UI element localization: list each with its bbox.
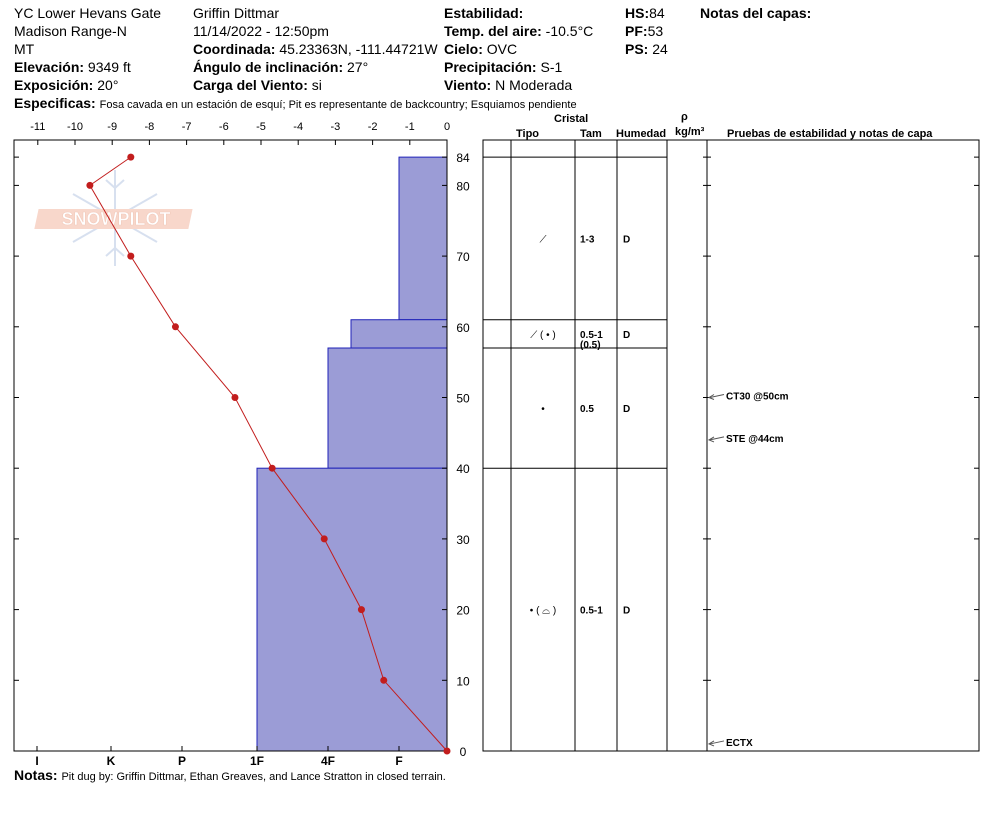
pf: PF:53 [625, 23, 664, 39]
temperature-point [86, 181, 94, 189]
temperature-point [268, 464, 276, 472]
hardness-bar [350, 319, 448, 349]
temp-tick-label: -5 [256, 121, 266, 133]
test-arrow [709, 394, 725, 398]
crystal-type: ⟋ ( • ) [530, 330, 556, 341]
temperature-point [357, 606, 365, 614]
precipitation: Precipitación: S-1 [444, 59, 563, 75]
ps: PS: 24 [625, 41, 668, 57]
stability-test: STE @44cm [726, 434, 784, 445]
hs: HS:84 [625, 5, 665, 21]
range: Madison Range-N [14, 23, 127, 39]
chart-frame [13, 139, 448, 752]
moisture-value: D [623, 404, 630, 415]
aspect: Exposición: 20° [14, 77, 119, 93]
temperature-point [380, 676, 388, 684]
specifics: Especificas: Fosa cavada en un estación … [14, 95, 577, 111]
crystal-size: 1-3 [580, 234, 595, 245]
watermark-text: SNOWPILOT [62, 209, 171, 229]
type-header: Tipo [516, 128, 540, 140]
test-arrow [709, 436, 725, 441]
height-tick-label: 50 [456, 392, 470, 406]
moisture-header: Humedad [616, 128, 667, 140]
crystal-size: 0.5 [580, 404, 594, 415]
crystal-type: ⟋ [540, 234, 547, 245]
hardness-bar [327, 347, 448, 469]
hardness-tick-label: I [35, 754, 38, 768]
test-arrow-head [707, 740, 715, 747]
height-tick-label: 80 [456, 179, 470, 193]
height-tick-label: 0 [460, 745, 467, 759]
crystal-header: Cristal [554, 113, 589, 125]
height-tick-label: 10 [456, 674, 470, 688]
height-tick-label: 40 [456, 462, 470, 476]
test-arrow [709, 740, 725, 745]
state: MT [14, 41, 35, 57]
notes: Notas: Pit dug by: Griffin Dittmar, Etha… [14, 767, 446, 783]
air-temp: Temp. del aire: -10.5°C [444, 23, 594, 39]
hardness-tick-label: F [395, 754, 402, 768]
hardness-tick-label: K [107, 754, 116, 768]
temperature-point [443, 747, 451, 755]
layer-notes-label: Notas del capas: [700, 5, 812, 21]
temp-tick-label: -8 [145, 121, 155, 133]
temp-tick-label: -11 [30, 121, 45, 133]
size-header: Tam [580, 128, 602, 140]
slope-angle: Ángulo de inclinación: 27° [193, 59, 369, 75]
temperature-point [171, 323, 179, 331]
height-tick-label: 70 [456, 250, 470, 264]
temperature-line [89, 156, 448, 752]
temp-tick-label: -9 [107, 121, 117, 133]
density-unit: kg/m³ [675, 126, 705, 138]
temperature-point [231, 394, 239, 401]
table-frame [482, 139, 980, 752]
temp-tick-label: 0 [444, 121, 450, 133]
temp-tick-label: -1 [405, 121, 415, 133]
hardness-tick-label: 4F [321, 754, 335, 768]
tests-header: Pruebas de estabilidad y notas de capa [727, 128, 933, 140]
temperature-point [320, 535, 328, 543]
temperature-point [127, 252, 135, 260]
coordinates: Coordinada: 45.23363N, -111.44721W [193, 41, 438, 57]
stability-label: Estabilidad: [444, 5, 524, 21]
hardness-bar [398, 156, 448, 321]
height-tick-label: 30 [456, 533, 470, 547]
snowpilot-watermark: SNOWPILOT [34, 170, 193, 266]
height-tick-label: 84 [456, 151, 470, 165]
observer: Griffin Dittmar [193, 5, 280, 21]
temp-tick-label: -2 [368, 121, 378, 133]
sky: Cielo: OVC [444, 41, 518, 57]
test-arrow-head [707, 394, 715, 400]
hardness-tick-label: P [178, 754, 186, 768]
height-tick-label: 60 [456, 321, 470, 335]
moisture-value: D [623, 606, 630, 617]
crystal-size: 0.5-1 [580, 330, 603, 341]
crystal-type: • ( ⌓ ) [530, 606, 556, 617]
wind-load: Carga del Viento: si [193, 77, 322, 93]
temp-tick-label: -10 [67, 121, 83, 133]
datetime: 11/14/2022 - 12:50pm [193, 23, 329, 39]
moisture-value: D [623, 234, 630, 245]
location: YC Lower Hevans Gate [14, 5, 162, 21]
crystal-size-secondary: (0.5) [580, 340, 601, 351]
height-tick-label: 20 [456, 604, 470, 618]
stability-test: CT30 @50cm [726, 392, 789, 403]
temperature-point [127, 153, 135, 161]
stability-test: ECTX [726, 738, 753, 749]
temp-tick-label: -7 [182, 121, 192, 133]
crystal-size: 0.5-1 [580, 606, 603, 617]
temp-tick-label: -6 [219, 121, 229, 133]
density-symbol: ρ [681, 111, 688, 123]
test-arrow-head [707, 436, 715, 443]
elevation: Elevación: 9349 ft [14, 59, 131, 75]
wind: Viento: N Moderada [444, 77, 573, 93]
hardness-tick-label: 1F [250, 754, 264, 768]
temp-tick-label: -3 [331, 121, 341, 133]
hardness-bar [256, 467, 448, 752]
crystal-type: • [541, 404, 545, 415]
moisture-value: D [623, 330, 630, 341]
temp-tick-label: -4 [293, 121, 303, 133]
